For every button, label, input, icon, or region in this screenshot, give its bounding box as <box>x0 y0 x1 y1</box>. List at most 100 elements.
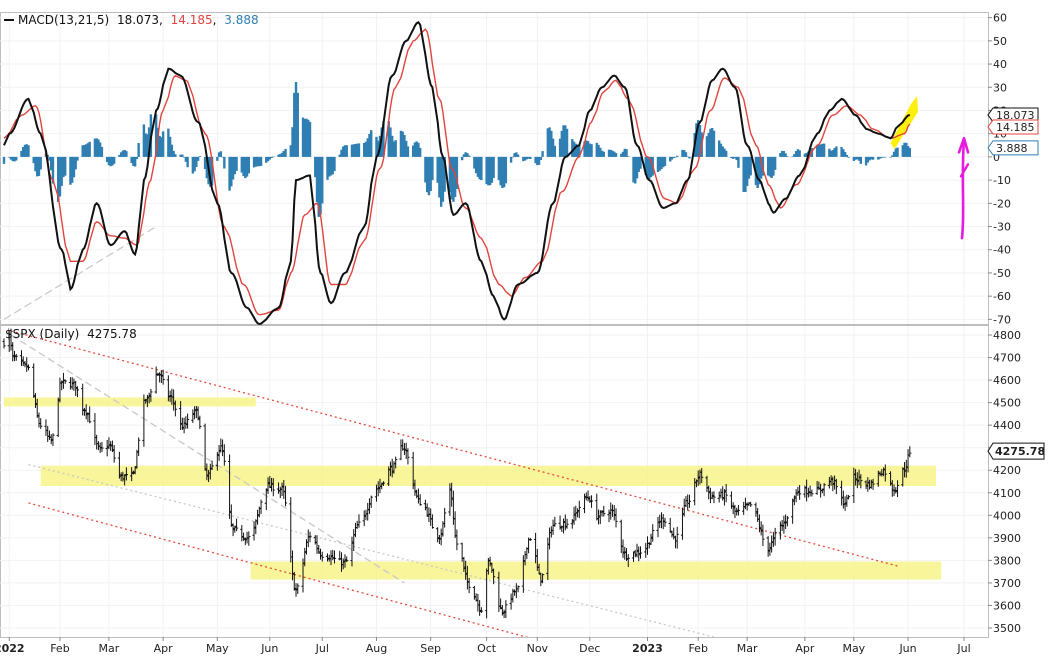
histogram-bar <box>235 156 238 171</box>
histogram-bar <box>130 156 133 164</box>
histogram-bar <box>786 156 789 157</box>
price-bar <box>846 494 851 500</box>
price-bar <box>516 585 520 593</box>
histogram-bar <box>39 156 42 170</box>
histogram-bar <box>529 156 532 159</box>
histogram-bar <box>154 114 158 157</box>
histogram-bar <box>609 149 612 157</box>
x-tick-label: Dec <box>579 642 600 655</box>
histogram-bar <box>686 156 689 158</box>
histogram-bar <box>160 137 163 157</box>
price-bar <box>626 554 630 568</box>
histogram-bar <box>389 127 392 157</box>
histogram-bar <box>125 151 128 157</box>
histogram-bar <box>758 156 761 185</box>
histogram-bar <box>342 146 345 157</box>
histogram-bar <box>892 151 896 157</box>
histogram-bar <box>796 149 800 157</box>
histogram-bar <box>831 150 835 157</box>
histogram-bar <box>259 156 263 166</box>
histogram-bar <box>167 128 170 157</box>
histogram-bar <box>448 156 452 193</box>
histogram-bar <box>174 154 177 157</box>
histogram-bar <box>845 154 849 157</box>
macd-header: MACD(13,21,5) 18.073, 14.185, 3.888 <box>4 13 259 27</box>
badge-box <box>987 119 1039 135</box>
histogram-bar <box>221 156 224 158</box>
histogram-bar <box>406 146 410 157</box>
histogram-bar <box>864 156 868 166</box>
histogram-bar <box>574 143 577 157</box>
histogram-bar <box>513 153 516 157</box>
histogram-bar <box>343 145 347 157</box>
price-bar <box>430 514 435 529</box>
histogram-bar <box>821 143 824 157</box>
histogram-bar <box>8 156 11 158</box>
price-bar <box>492 568 496 585</box>
histogram-bar <box>121 150 125 157</box>
histogram-bar <box>735 156 738 161</box>
histogram-bar <box>634 156 637 184</box>
histogram-bar <box>137 142 140 157</box>
histogram-bar <box>277 154 280 157</box>
price-bar <box>63 379 67 384</box>
histogram-bar <box>427 156 431 196</box>
histogram-bar <box>86 143 90 157</box>
histogram-bar <box>69 156 72 185</box>
histogram-bar <box>350 144 354 157</box>
histogram-bar <box>20 150 23 157</box>
histogram-bar <box>621 151 625 157</box>
histogram-bar <box>599 147 602 157</box>
x-tick-label: May <box>206 642 229 655</box>
x-tick-label: Feb <box>50 642 69 655</box>
support-zone <box>250 561 942 580</box>
macd-axis-badge-macd: 18.073 <box>987 107 1039 123</box>
price-bar <box>51 433 55 447</box>
histogram-bar <box>279 154 282 157</box>
histogram-bar <box>586 141 590 157</box>
histogram-bar <box>497 156 501 181</box>
histogram-bar <box>829 150 833 157</box>
histogram-bar <box>835 146 838 157</box>
price-bar <box>381 481 386 486</box>
histogram-bar <box>368 133 371 157</box>
histogram-bar <box>749 156 752 176</box>
arrow-head <box>957 137 970 154</box>
histogram-bar <box>179 154 182 157</box>
histogram-bar <box>76 156 79 161</box>
histogram-bar <box>133 156 137 167</box>
price-bar <box>283 485 288 507</box>
histogram-bar <box>815 145 819 157</box>
histogram-bar <box>195 156 198 168</box>
histogram-bar <box>565 128 569 157</box>
x-tick-label: Aug <box>366 642 387 655</box>
histogram-bar <box>553 145 557 157</box>
histogram-bar <box>172 150 175 157</box>
histogram-bar <box>908 147 911 157</box>
histogram-bar <box>308 121 312 157</box>
histogram-bar <box>455 156 459 189</box>
histogram-bar <box>597 144 600 157</box>
histogram-bar <box>161 131 165 157</box>
histogram-bar <box>216 156 219 161</box>
histogram-bar <box>712 130 716 157</box>
histogram-bar <box>230 156 233 187</box>
price-bar <box>14 353 18 361</box>
price-bar <box>234 518 239 532</box>
macd-y-tick-label: 50 <box>993 35 1007 48</box>
histogram-bar <box>697 120 700 157</box>
histogram-bar <box>868 156 871 161</box>
price-bar <box>479 607 483 613</box>
histogram-bar <box>891 155 894 157</box>
histogram-bar <box>210 156 214 186</box>
histogram-bar <box>859 156 863 164</box>
histogram-bar <box>828 148 831 157</box>
histogram-bar <box>733 156 737 159</box>
price-bar <box>577 500 581 519</box>
histogram-bar <box>2 156 6 164</box>
histogram-bar <box>132 156 135 166</box>
histogram-bar <box>656 156 660 173</box>
histogram-bar <box>782 151 786 157</box>
price-bar <box>700 468 704 484</box>
histogram-bar <box>98 142 102 157</box>
